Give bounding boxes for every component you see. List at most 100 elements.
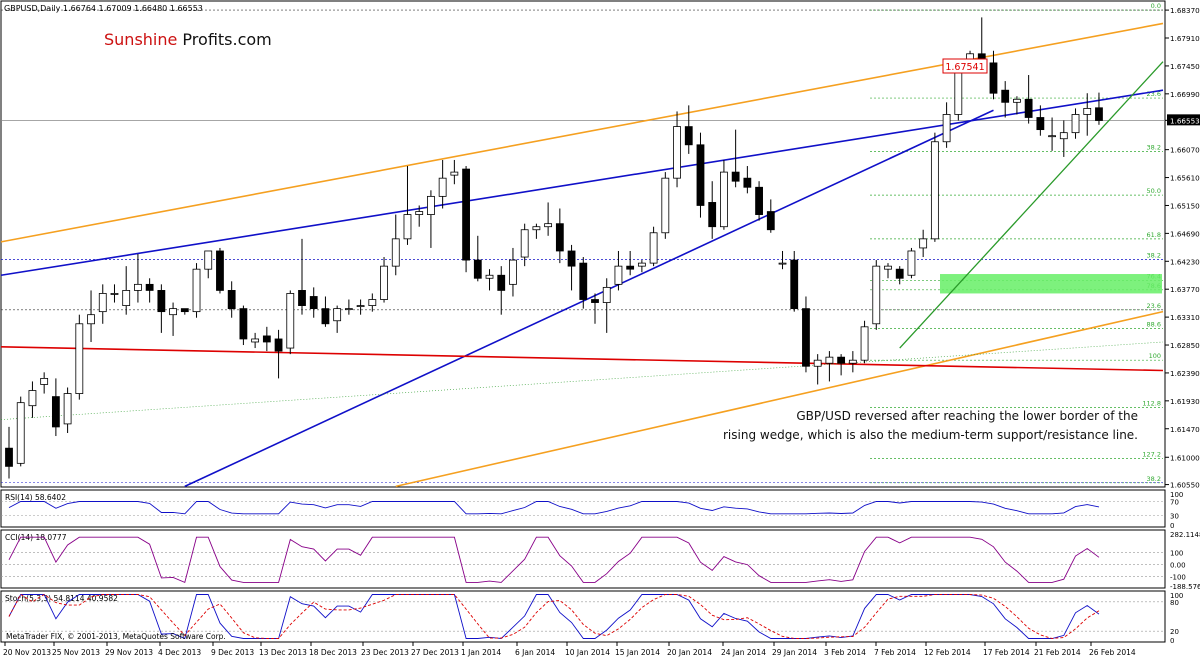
bullish-candle (720, 171, 728, 228)
cci-line (8, 536, 1100, 584)
bullish-candle (813, 359, 822, 367)
bearish-candle (731, 171, 740, 182)
price-tick-label: 1.61000 (1170, 453, 1200, 462)
bullish-candle (28, 390, 37, 407)
bullish-candle (415, 211, 424, 215)
brand-logo: Sunshine Profits.com (104, 30, 272, 49)
bearish-candle (321, 308, 330, 325)
bearish-candle (1036, 117, 1045, 131)
bearish-candle (216, 250, 224, 291)
fibonacci-levels: 0.023.638.250.061.838.276.478.623.688.61… (1, 2, 1165, 484)
bullish-candle (544, 223, 553, 228)
bullish-candle (380, 265, 388, 300)
price-tick-label: 1.63310 (1170, 313, 1200, 322)
bullish-candle (1083, 107, 1092, 115)
annotation-line2: rising wedge, which is also the medium-t… (723, 428, 1138, 442)
bullish-candle (848, 359, 857, 364)
bearish-candle (555, 223, 564, 252)
bearish-candle (708, 202, 717, 228)
fib-label: 88.6 (1147, 321, 1161, 329)
date-label: 13 Dec 2013 (259, 648, 307, 657)
price-tick-label: 1.66990 (1170, 90, 1200, 99)
bearish-candle (696, 144, 705, 206)
bearish-candle (989, 62, 998, 94)
bullish-candle (661, 177, 670, 234)
bullish-candle (637, 262, 646, 267)
indicator-tick-label: 100 (1170, 592, 1183, 600)
date-label: 23 Dec 2013 (361, 648, 409, 657)
bullish-candle (450, 171, 459, 176)
bullish-candle (1048, 135, 1056, 138)
bearish-candle (766, 211, 775, 231)
bearish-candle (180, 308, 189, 313)
indicator-tick-label: 100 (1170, 491, 1183, 499)
rsi-panel (0, 489, 1166, 528)
bullish-candle (532, 226, 541, 231)
date-label: 4 Dec 2013 (158, 648, 201, 657)
bearish-candle (51, 396, 60, 428)
price-tick-label: 1.63770 (1170, 285, 1200, 294)
fib-label: 127.2 (1142, 450, 1161, 458)
fib-label: 38.2 (1147, 475, 1161, 483)
date-label: 21 Feb 2014 (1034, 648, 1081, 657)
bullish-candle (110, 293, 119, 295)
bearish-candle (802, 308, 810, 367)
price-tick-label: 1.65150 (1170, 201, 1200, 210)
fib-label: 38.2 (1147, 251, 1161, 259)
indicator-tick-label: 20 (1170, 628, 1179, 636)
bearish-candle (227, 290, 236, 310)
fib-label: 100 (1149, 352, 1161, 360)
bullish-candle (40, 377, 49, 385)
price-tick-label: 1.61470 (1170, 425, 1200, 434)
bearish-candle (591, 299, 599, 303)
date-label: 9 Dec 2013 (211, 648, 254, 657)
bullish-candle (872, 265, 881, 325)
symbol-header: GBPUSD,Daily 1.66764 1.67009 1.66480 1.6… (4, 4, 203, 13)
bullish-candle (134, 283, 142, 291)
indicator-tick-label: 30 (1170, 513, 1179, 521)
bullish-candle (122, 290, 131, 306)
date-label: 27 Dec 2013 (411, 648, 459, 657)
fib-label: 23.6 (1147, 90, 1161, 98)
bullish-candle (204, 250, 213, 270)
bearish-candle (626, 265, 635, 270)
date-label: 3 Feb 2014 (824, 648, 866, 657)
trend-lines (0, 22, 1164, 488)
bullish-candle (192, 268, 201, 313)
date-label: 26 Feb 2014 (1089, 648, 1136, 657)
date-label: 20 Jan 2014 (667, 648, 712, 657)
support-zone-rect (940, 274, 1162, 294)
bearish-candle (1001, 89, 1010, 103)
indicator-tick-label: 100 (1170, 550, 1183, 558)
bearish-candle (274, 338, 283, 352)
bullish-candle (673, 126, 681, 179)
stoch-main-line (8, 594, 1100, 640)
bullish-candle (427, 195, 435, 215)
indicator-tick-label: 0 (1170, 522, 1174, 530)
bearish-candle (298, 290, 306, 306)
red-medium-term-line (0, 346, 1164, 372)
bullish-candle (520, 229, 529, 258)
bearish-candle (1024, 98, 1033, 118)
bullish-candle (16, 402, 25, 464)
wedge-lower-orange (395, 310, 1164, 488)
date-label: 29 Nov 2013 (105, 648, 153, 657)
price-tick-label: 1.64230 (1170, 257, 1200, 266)
bullish-candle (1071, 114, 1080, 134)
callout-box (942, 58, 988, 74)
bullish-candle (1059, 132, 1068, 140)
support-zone (940, 274, 1162, 294)
bullish-candle (485, 274, 494, 279)
cci-panel (0, 529, 1166, 589)
fib-label: 0.0 (1151, 2, 1161, 10)
green-trend-line (899, 61, 1164, 349)
bearish-candle (473, 259, 482, 279)
fib-label: 23.6 (1147, 302, 1161, 310)
indicator-tick-label: -188.5767 (1170, 583, 1200, 591)
bearish-candle (497, 274, 506, 291)
fib-label: 50.0 (1147, 187, 1161, 195)
indicator-tick-label: -100 (1170, 573, 1186, 581)
annotation-line1: GBP/USD reversed after reaching the lowe… (796, 409, 1138, 423)
indicator-tick-label: 80 (1170, 599, 1179, 607)
